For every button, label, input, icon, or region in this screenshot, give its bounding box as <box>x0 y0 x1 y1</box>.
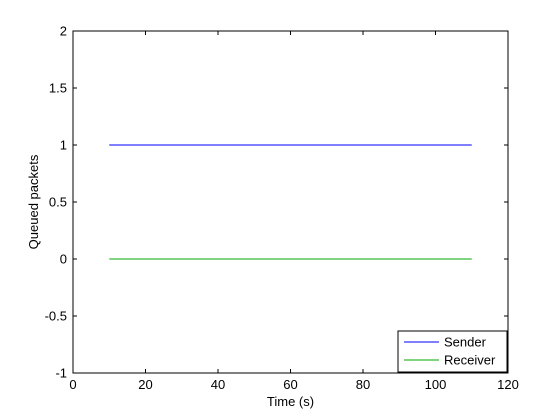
x-tick-label: 40 <box>211 377 225 392</box>
x-tick-label: 120 <box>497 377 519 392</box>
legend-box <box>397 330 508 373</box>
ticks <box>72 30 509 374</box>
legend: Sender Receiver <box>397 330 508 373</box>
x-tick-label: 100 <box>425 377 447 392</box>
y-tick-label: 0 <box>60 252 67 267</box>
series-layer <box>109 144 472 260</box>
x-tick-label: 60 <box>283 377 297 392</box>
y-tick-label: 1 <box>60 138 67 153</box>
plot-area <box>72 30 509 374</box>
axes-box <box>72 30 509 374</box>
x-tick-label: 80 <box>356 377 370 392</box>
y-axis-label: Queued packets <box>26 154 41 249</box>
legend-label-sender: Sender <box>444 335 487 350</box>
y-tick-label: 2 <box>60 24 67 39</box>
y-tick-label: -1 <box>55 366 67 381</box>
x-tick-label: 20 <box>138 377 152 392</box>
y-tick-label: 0.5 <box>49 195 67 210</box>
x-axis-label: Time (s) <box>267 394 314 409</box>
legend-label-receiver: Receiver <box>444 353 496 368</box>
y-tick-label: 1.5 <box>49 81 67 96</box>
y-tick-label: -0.5 <box>45 309 67 324</box>
tick-labels: 0 20 40 60 80 100 120 -1 -0.5 0 0.5 1 1.5 2 <box>45 24 519 393</box>
x-tick-label: 0 <box>69 377 76 392</box>
